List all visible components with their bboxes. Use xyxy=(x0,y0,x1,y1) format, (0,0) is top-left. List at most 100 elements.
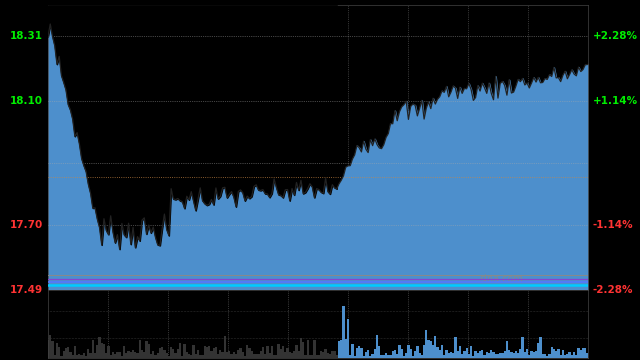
Bar xyxy=(443,355,445,358)
Bar xyxy=(65,348,67,358)
Bar xyxy=(559,355,562,358)
Bar xyxy=(347,319,349,358)
Bar xyxy=(109,355,112,358)
Bar xyxy=(69,352,72,358)
Bar xyxy=(296,345,298,358)
Bar xyxy=(177,349,179,358)
Bar xyxy=(441,346,443,358)
Bar xyxy=(571,355,573,358)
Bar xyxy=(456,351,459,358)
Bar xyxy=(197,350,199,358)
Bar xyxy=(275,355,278,358)
Bar xyxy=(385,353,387,358)
Bar xyxy=(235,354,237,358)
Bar xyxy=(316,355,318,358)
Bar xyxy=(387,355,389,358)
Bar xyxy=(371,354,374,358)
Bar xyxy=(317,355,320,358)
Bar xyxy=(522,337,524,358)
Bar xyxy=(230,354,233,358)
Bar xyxy=(541,354,544,358)
Bar xyxy=(269,353,271,358)
Bar xyxy=(510,352,513,358)
Bar xyxy=(195,354,197,358)
Bar xyxy=(132,350,134,358)
Bar xyxy=(474,351,477,358)
Bar xyxy=(497,354,499,358)
Bar xyxy=(586,353,589,358)
Bar xyxy=(284,351,287,358)
Bar xyxy=(78,354,81,358)
Bar xyxy=(255,354,257,358)
Bar xyxy=(577,348,580,358)
Bar xyxy=(221,352,224,358)
Bar xyxy=(217,354,220,358)
Bar xyxy=(438,350,441,358)
Bar xyxy=(584,348,586,358)
Bar xyxy=(159,348,161,358)
Bar xyxy=(470,346,472,358)
Bar xyxy=(320,351,322,358)
Bar xyxy=(324,349,326,358)
Bar xyxy=(298,351,300,358)
Bar xyxy=(524,352,526,358)
Bar xyxy=(326,352,329,358)
Bar xyxy=(188,354,190,358)
Bar xyxy=(302,342,305,358)
Bar xyxy=(405,352,407,358)
Bar xyxy=(314,340,316,358)
Bar xyxy=(54,355,56,358)
Bar xyxy=(425,330,428,358)
Bar xyxy=(184,345,186,358)
Bar xyxy=(389,355,392,358)
Bar xyxy=(508,350,510,358)
Bar xyxy=(251,351,253,358)
Text: sina.com: sina.com xyxy=(479,274,524,284)
Text: 18.31: 18.31 xyxy=(10,31,43,41)
Bar xyxy=(398,345,401,358)
Bar xyxy=(452,352,454,358)
Bar xyxy=(392,351,394,358)
Bar xyxy=(99,337,100,358)
Bar xyxy=(212,348,215,358)
Bar xyxy=(83,353,85,358)
Bar xyxy=(168,356,170,358)
Bar xyxy=(540,337,541,358)
Text: 17.70: 17.70 xyxy=(10,220,43,230)
Bar xyxy=(163,350,166,358)
Bar xyxy=(412,356,414,358)
Bar xyxy=(403,356,405,358)
Bar xyxy=(148,344,150,358)
Bar xyxy=(202,355,204,358)
Bar xyxy=(566,354,568,358)
Bar xyxy=(143,352,145,358)
Bar xyxy=(333,351,335,358)
Bar xyxy=(76,355,78,358)
Text: 17.49: 17.49 xyxy=(10,285,43,295)
Bar xyxy=(190,355,193,358)
Bar xyxy=(410,348,412,358)
Bar xyxy=(369,356,371,358)
Bar xyxy=(434,336,436,358)
Bar xyxy=(537,343,540,358)
Bar xyxy=(532,352,535,358)
Bar xyxy=(127,351,130,358)
Text: -1.14%: -1.14% xyxy=(593,220,634,230)
Bar xyxy=(108,346,109,358)
Bar xyxy=(141,350,143,358)
Bar xyxy=(193,345,195,358)
Bar xyxy=(557,348,559,358)
Bar xyxy=(179,343,181,358)
Bar xyxy=(488,353,490,358)
Bar xyxy=(300,338,302,358)
Bar xyxy=(492,352,495,358)
Bar xyxy=(246,345,248,358)
Bar xyxy=(56,343,58,358)
Bar xyxy=(278,344,280,358)
Bar xyxy=(383,355,385,358)
Bar xyxy=(479,351,481,358)
Bar xyxy=(504,351,506,358)
Bar xyxy=(501,353,504,358)
Bar xyxy=(450,352,452,358)
Bar xyxy=(130,352,132,358)
